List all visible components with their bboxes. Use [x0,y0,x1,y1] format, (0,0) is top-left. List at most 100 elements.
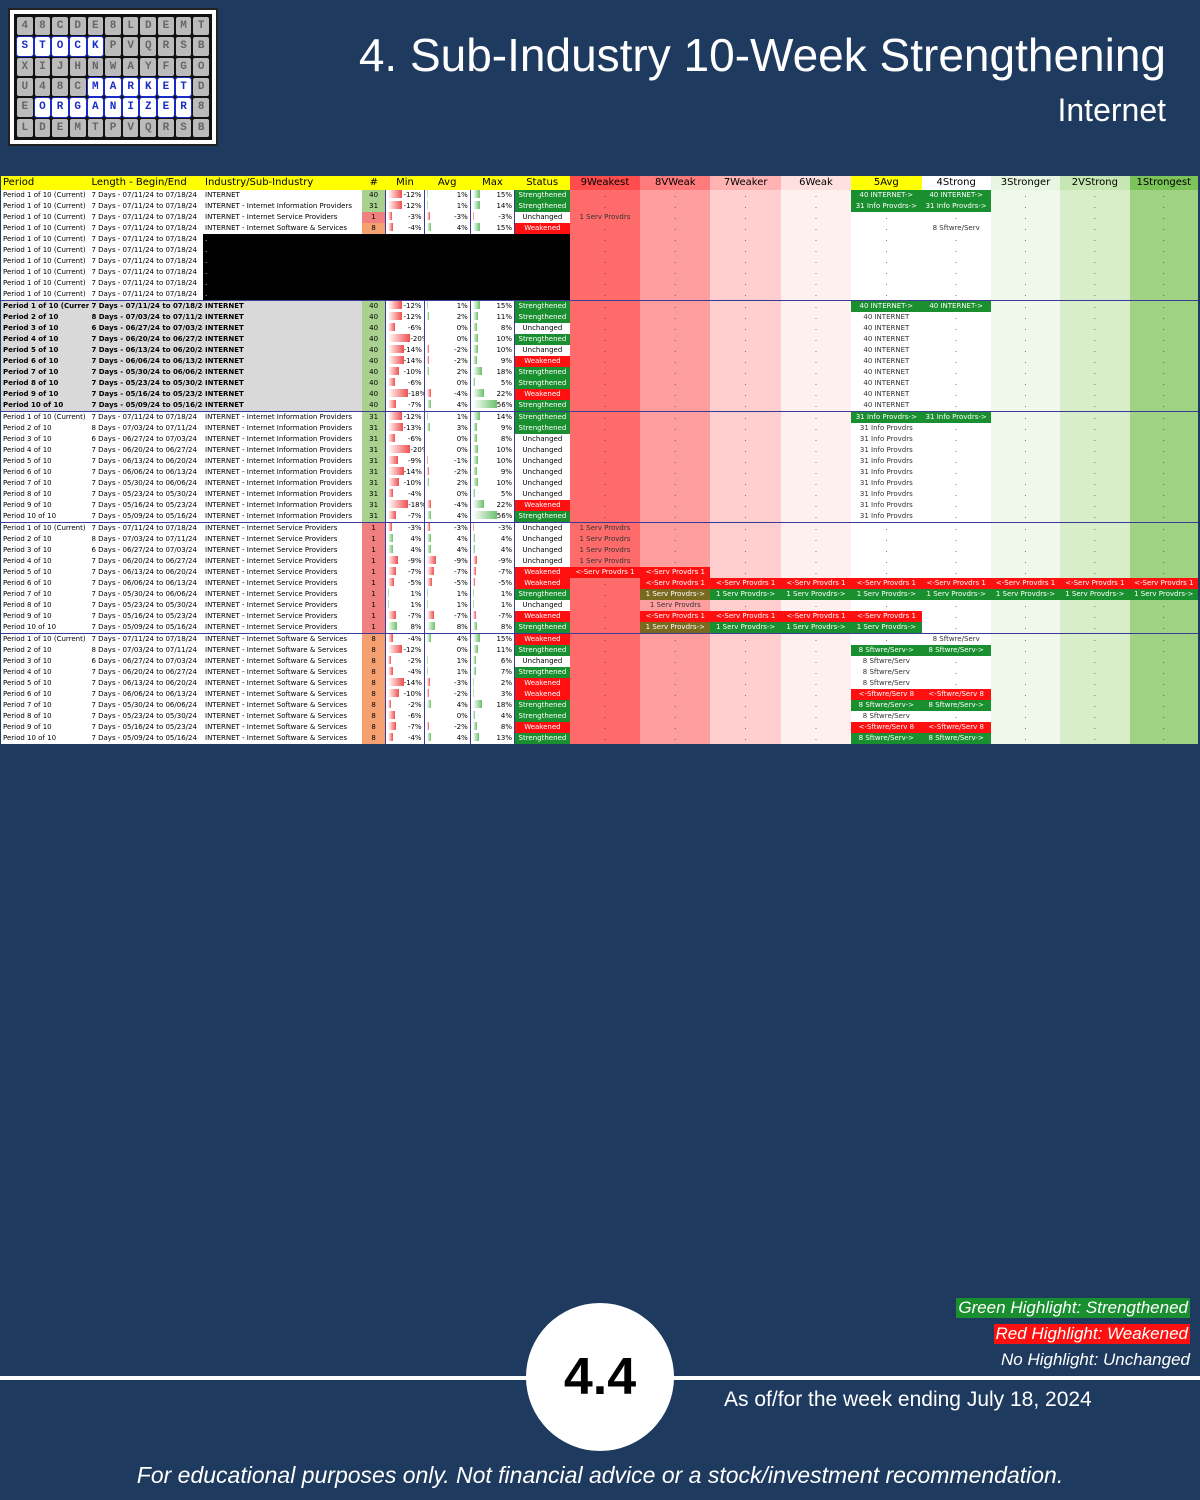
cell-max: 11% [469,312,515,323]
value-bar [426,190,428,198]
cell-period: Period 3 of 10 [3,435,52,443]
cell-zone-9: . [569,456,641,467]
cell-avg [424,289,471,301]
cell-count: 1 [361,622,386,634]
cell-zone-3: . [990,378,1061,389]
cell-zone-5: . [851,245,922,256]
cell-count: 8 [361,633,386,645]
col-header--: # [361,176,386,190]
cell-zone-9: . [569,367,641,378]
cell-period: Period 4 of 10 [3,557,52,565]
value-text: -9% [407,557,422,565]
cell-zone-4: . [921,345,991,356]
cell-zone-6: . [780,334,852,345]
cell-zone-3: . [990,711,1061,722]
value-text: 4% [456,701,468,709]
cell-industry: INTERNET - Internet Information Provider… [205,490,353,498]
value-bar [388,445,411,453]
table-row: Period 7 of 10 7 Days - 05/30/24 to 06/06… [1,589,1198,600]
cell-count: 8 [361,678,386,689]
value-text: -10% [403,368,422,376]
cell-zone-4: . [921,600,991,611]
value-text: 0% [456,646,468,654]
cell-period: Period 1 of 10 (Current) [3,257,86,265]
cell-max: 18% [469,700,515,711]
cell-zone-9: . [569,600,641,611]
cell-zone-2: . [1060,423,1130,434]
cell-zone-9: . [569,511,641,523]
value-text: 4% [456,512,468,520]
value-text: 8% [456,623,468,631]
col-header-avg: Avg [424,176,471,190]
cell-zone-1: . [1129,556,1198,567]
cell-min: -2% [385,656,425,667]
value-bar [472,578,476,586]
cell-zone-6: . [780,245,852,256]
cell-length: 7 Days - 07/11/24 to 07/18/24 [91,224,197,232]
cell-zone-4: . [921,456,991,467]
cell-zone-4: . [921,511,991,523]
cell-zone-4: . [921,534,991,545]
logo-filler: F [158,57,174,76]
value-text: 8% [500,324,513,332]
table-row: Period 10 of 10 7 Days - 05/09/24 to 05/1… [1,400,1198,412]
cell-zone-5: 31 Info Provdrs [851,456,922,467]
cell-zone-4: . [921,234,991,245]
cell-max: -3% [469,522,515,534]
cell-length: 7 Days - 06/20/24 to 06/27/24 [91,557,197,565]
value-text: -2% [407,701,422,709]
value-text: 56% [496,512,513,520]
value-text: -7% [407,512,422,520]
cell-zone-8: . [640,267,711,278]
value-bar [388,312,402,320]
cell-avg: -2% [423,356,471,367]
cell-zone-2: . [1060,534,1130,545]
value-bar [472,190,481,198]
value-bar [426,622,436,630]
cell-zone-3: . [990,456,1061,467]
value-bar [426,700,431,708]
value-bar [472,423,478,431]
cell-zone-2: . [1060,633,1130,645]
cell-zone-6: . [780,267,852,278]
value-bar [388,556,399,564]
value-bar [472,323,477,331]
cell-period: Period 5 of 10 [3,457,52,465]
cell-zone-2: . [1060,212,1130,223]
cell-count [361,245,386,256]
logo-filler: W [105,57,121,76]
cell-min: -12% [385,645,425,656]
value-text: -6% [407,712,422,720]
cell-length: 7 Days - 05/30/24 to 06/06/24 [91,701,197,709]
cell-count: 40 [361,356,386,367]
cell-zone-7: . [710,456,781,467]
cell-status: Weakened [514,500,570,511]
cell-max: 8% [469,434,515,445]
cell-zone-1: . [1129,223,1198,234]
table-row: Period 1 of 10 (Current) 7 Days - 07/11/2… [1,245,1198,256]
cell-period: Period 8 of 10 [3,490,52,498]
cell-zone-1: . [1129,656,1198,667]
cell-avg: -7% [423,567,471,578]
cell-zone-4: . [921,245,991,256]
value-bar [426,212,430,220]
cell-status: Strengthened [514,411,570,423]
cell-zone-1: . [1129,667,1198,678]
cell-zone-7: . [710,489,781,500]
cell-zone-3: 1 Serv Provdrs-> [990,589,1061,600]
cell-max: 15% [469,223,515,234]
cell-zone-9: . [569,589,641,600]
col-header-max: Max [470,176,515,190]
value-text: -14% [403,357,422,365]
cell-zone-9: . [569,722,641,733]
cell-zone-5: 40 INTERNET [851,389,922,400]
cell-avg: 1% [423,667,471,678]
value-text: 14% [496,413,513,421]
cell-zone-3: . [990,212,1061,223]
col-header-length-begin-end: Length - Begin/End [89,176,203,190]
cell-zone-2: . [1060,733,1130,744]
cell-zone-9: . [569,245,641,256]
cell-zone-7: . [710,300,781,312]
cell-zone-1: . [1129,334,1198,345]
value-bar [388,645,402,653]
